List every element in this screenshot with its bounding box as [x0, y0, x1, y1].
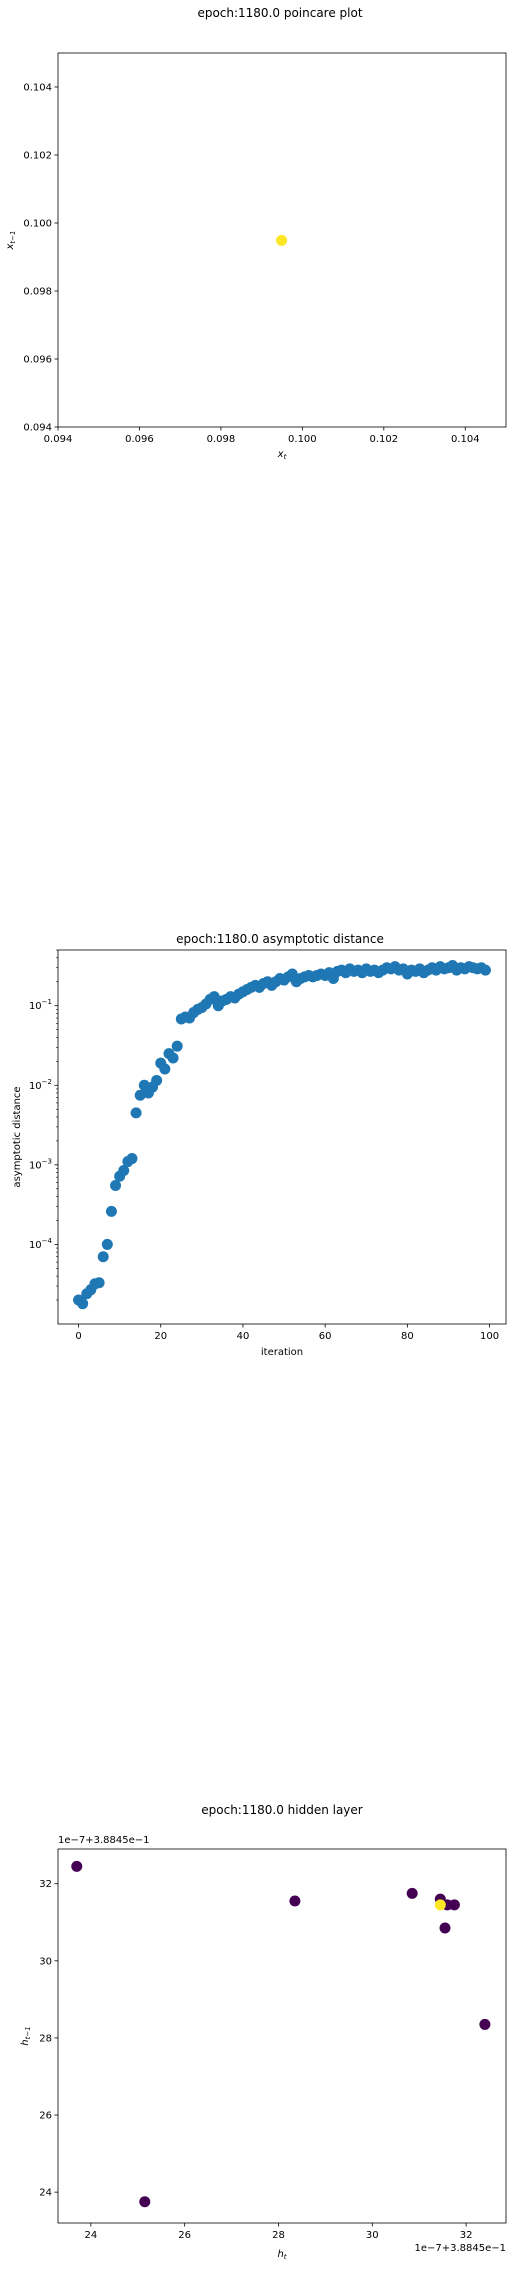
asymptotic-point-1	[77, 1298, 89, 1310]
asymptotic-y-tick-label-3: 10−1	[29, 998, 52, 1012]
hidden-axes-frame	[57, 1848, 507, 2224]
asymptotic-x-tick-label-5: 100	[480, 1331, 499, 1342]
hidden-x-label: ht	[277, 2249, 286, 2261]
poincare-x-tick-label-2: 0.098	[207, 434, 236, 445]
poincare-y-tick-label-2: 0.098	[23, 287, 52, 298]
asymptotic-y-label: asymptotic distance	[12, 1086, 23, 1187]
hidden-x-tick-label-3: 30	[366, 2230, 379, 2241]
asymptotic-x-label: iteration	[261, 1347, 303, 1358]
asymptotic-x-tick-label-3: 60	[319, 1331, 332, 1342]
asymptotic-point-33	[208, 991, 220, 1003]
asymptotic-point-6	[97, 1251, 109, 1263]
asymptotic-x-tick-label-2: 40	[237, 1331, 250, 1342]
hidden-x-ticks: 24 26 28 30 32	[84, 2223, 472, 2241]
asymptotic-axes-frame	[57, 949, 507, 1325]
hidden-title: epoch:1180.0 hidden layer	[201, 1803, 363, 1817]
hidden-y-tick-label-0: 24	[39, 2188, 52, 2199]
hidden-point-2	[289, 1895, 301, 1907]
hidden-x-offset-text: 1e−7+3.8845e−1	[414, 2243, 506, 2254]
poincare-y-tick-label-1: 0.096	[23, 355, 52, 366]
asymptotic-title: epoch:1180.0 asymptotic distance	[176, 932, 384, 946]
hidden-point-9	[434, 1899, 446, 1911]
poincare-point-0	[276, 234, 288, 246]
asymptotic-y-tick-label-2: 10−2	[29, 1078, 52, 1092]
poincare-x-label: xt	[277, 449, 287, 461]
hidden-point-6	[448, 1899, 460, 1911]
hidden-y-tick-label-3: 30	[39, 1956, 52, 1967]
hidden-point-1	[139, 2196, 151, 2208]
hidden-y-tick-label-1: 26	[39, 2111, 52, 2122]
poincare-y-tick-label-5: 0.104	[23, 83, 52, 94]
hidden-layer-plot: epoch:1180.0 hidden layer 1e−7+3.8845e−1…	[20, 1803, 507, 2261]
asymptotic-point-23	[167, 1052, 179, 1064]
poincare-y-tick-label-4: 0.102	[23, 151, 52, 162]
hidden-x-tick-label-4: 32	[460, 2230, 473, 2241]
asymptotic-point-14	[130, 1107, 142, 1119]
hidden-point-7	[439, 1922, 451, 1934]
hidden-point-0	[71, 1860, 83, 1872]
asymptotic-point-24	[171, 1040, 183, 1052]
hidden-y-offset-text: 1e−7+3.8845e−1	[58, 1835, 150, 1846]
poincare-axes-frame	[57, 52, 507, 428]
hidden-y-tick-label-4: 32	[39, 1879, 52, 1890]
poincare-x-tick-label-0: 0.094	[44, 434, 73, 445]
poincare-y-tick-label-3: 0.100	[23, 219, 52, 230]
hidden-x-tick-label-0: 24	[84, 2230, 97, 2241]
asymptotic-x-tick-label-4: 80	[401, 1331, 414, 1342]
asymptotic-x-ticks: 0 20 40 60 80 100	[75, 1324, 499, 1342]
hidden-y-label: ht−1	[20, 2026, 32, 2045]
asymptotic-y-tick-label-1: 10−3	[29, 1157, 52, 1171]
asymptotic-point-8	[105, 1205, 117, 1217]
poincare-x-tick-label-5: 0.104	[451, 434, 480, 445]
asymptotic-point-21	[159, 1063, 171, 1075]
hidden-x-tick-label-2: 28	[272, 2230, 285, 2241]
asymptotic-y-tick-label-0: 10−4	[29, 1237, 53, 1251]
asymptotic-point-5	[93, 1277, 105, 1289]
hidden-point-8	[479, 2018, 491, 2030]
hidden-points	[71, 1860, 491, 2208]
poincare-points	[276, 234, 288, 246]
asymptotic-distance-plot: epoch:1180.0 asymptotic distance 0 20 40 60…	[12, 932, 507, 1358]
asymptotic-point-19	[151, 1074, 163, 1086]
asymptotic-point-99	[479, 964, 491, 976]
poincare-x-ticks: 0.094 0.096 0.098 0.100 0.102 0.104	[44, 427, 480, 445]
hidden-y-tick-label-2: 28	[39, 2033, 52, 2044]
hidden-x-tick-label-1: 26	[178, 2230, 191, 2241]
poincare-x-tick-label-3: 0.100	[288, 434, 317, 445]
poincare-x-tick-label-1: 0.096	[125, 434, 154, 445]
asymptotic-points	[73, 960, 491, 1310]
asymptotic-point-13	[126, 1153, 138, 1165]
poincare-title: epoch:1180.0 poincare plot	[197, 6, 362, 20]
hidden-y-ticks: 24 26 28 30 32	[39, 1879, 58, 2199]
poincare-x-tick-label-4: 0.102	[369, 434, 398, 445]
asymptotic-x-tick-label-1: 20	[154, 1331, 167, 1342]
poincare-plot: epoch:1180.0 poincare plot 0.094 0.096 0.0…	[5, 6, 507, 461]
poincare-y-tick-label-0: 0.094	[23, 423, 52, 434]
poincare-y-ticks: 0.094 0.096 0.098 0.100 0.102 0.104	[23, 83, 58, 434]
asymptotic-point-7	[101, 1238, 113, 1250]
asymptotic-y-ticks: 10−4 10−3 10−2 10−1	[29, 949, 58, 1301]
hidden-point-3	[406, 1887, 418, 1899]
asymptotic-x-tick-label-0: 0	[75, 1331, 81, 1342]
poincare-y-label: xt−1	[5, 231, 17, 251]
asymptotic-point-9	[110, 1180, 122, 1192]
asymptotic-point-11	[118, 1164, 130, 1176]
